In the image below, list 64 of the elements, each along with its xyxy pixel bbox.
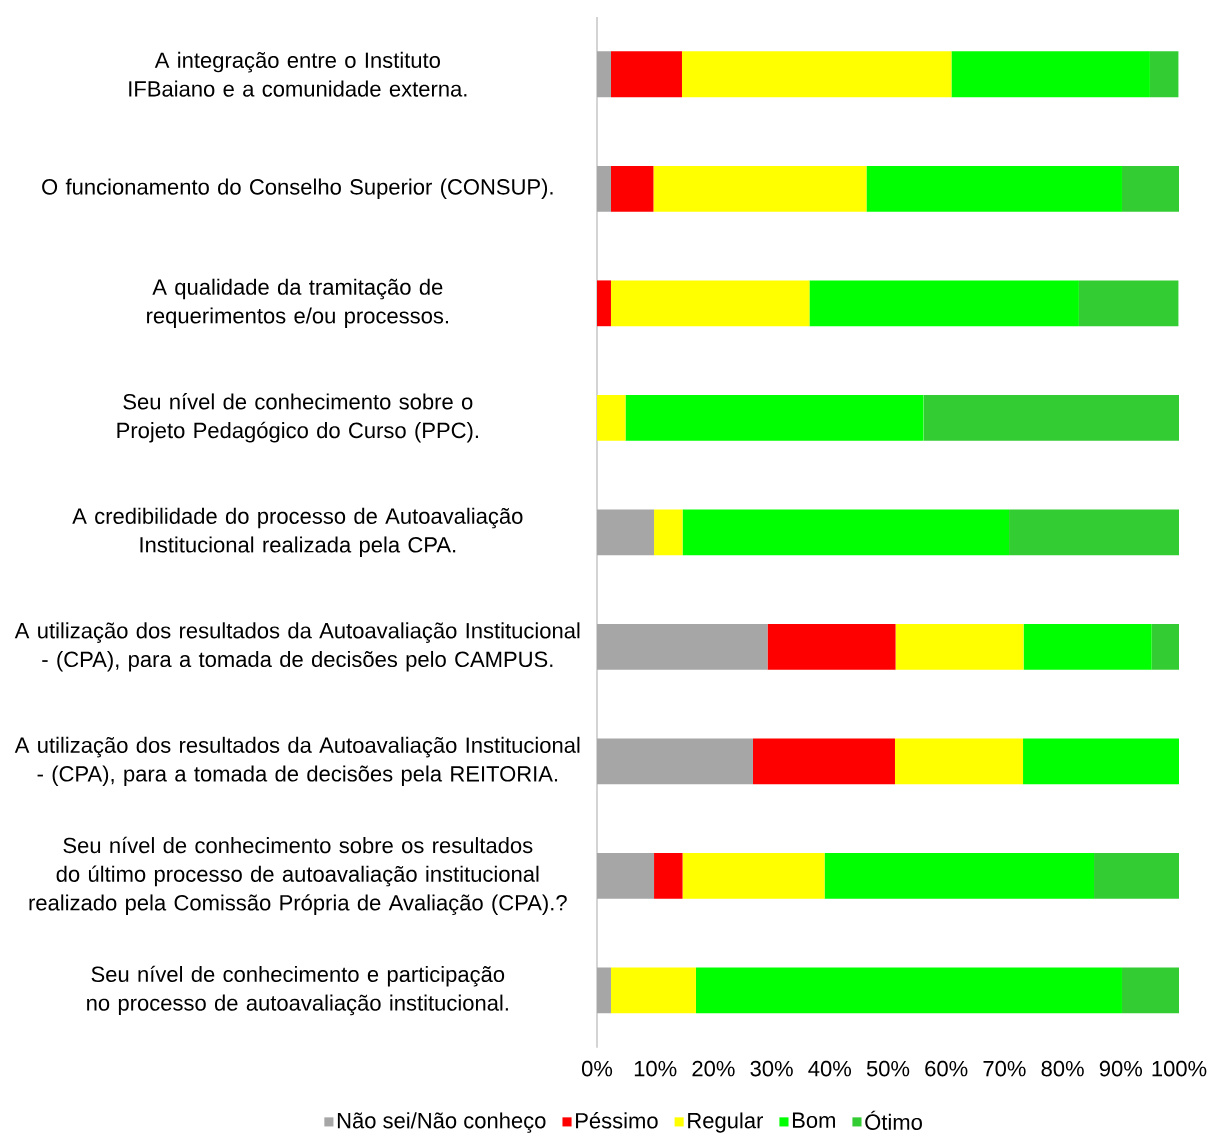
bar: [866, 165, 1122, 212]
bar: [824, 853, 1095, 899]
y-tick-label: A credibilidade do processo de Autoavaliação Institucional realizada pela CPA.: [72, 507, 523, 557]
bar: [597, 967, 611, 1014]
bar: [597, 853, 655, 899]
bar: [610, 280, 810, 327]
x-tick-label: 80%: [1041, 1060, 1084, 1077]
y-tick-label: Seu nível de conhecimento sobre os resultados do último processo de autoavaliação institucional realizado pela Comissão Própria de Avaliação (CPA).?: [29, 836, 567, 915]
bar: [895, 623, 1024, 670]
bar: [682, 509, 1010, 556]
bar: [610, 967, 696, 1014]
bar: [1121, 165, 1179, 212]
x-tick-label: 30%: [750, 1060, 793, 1077]
bar: [1009, 509, 1179, 556]
y-tick-label: Seu nível de conhecimento e participação no processo de autoavaliação institucional.: [87, 965, 508, 1016]
x-tick-label: 90%: [1099, 1060, 1143, 1077]
bar: [894, 738, 1024, 785]
y-tick-label: A integração entre o Instituto IFBaiano e a comunidade externa.: [129, 51, 467, 97]
bar: [809, 280, 1079, 327]
bar: [752, 738, 895, 785]
y-tick-label: A qualidade da tramitação de requerimentos e/ou processos.: [147, 278, 449, 328]
bar: [1149, 51, 1179, 98]
bar: [597, 509, 655, 556]
x-tick-label: 70%: [983, 1060, 1026, 1077]
legend-label: Ótimo: [865, 1110, 922, 1130]
bar: [695, 967, 1122, 1014]
x-tick-label: 40%: [808, 1060, 852, 1077]
x-tick-label: 20%: [692, 1060, 735, 1077]
bar: [653, 165, 867, 212]
y-tick-label: A utilização dos resultados da Autoavaliação Institucional - (CPA), para a tomada de decisões pelo CAMPUS.: [14, 622, 580, 672]
bar: [1121, 967, 1179, 1014]
bar: [654, 509, 683, 556]
y-tick-label: O funcionamento do Conselho Superior (CONSUP).: [42, 178, 553, 200]
x-tick-label: 0%: [581, 1060, 613, 1077]
bar: [610, 51, 682, 98]
bar: [597, 51, 611, 98]
x-tick-label: 10%: [634, 1060, 677, 1077]
y-tick-label: Seu nível de conhecimento sobre o Projeto Pedagógico do Curso (PPC).: [117, 393, 478, 443]
bar: [1151, 623, 1179, 670]
bar: [767, 623, 896, 670]
bar: [1023, 623, 1152, 670]
bar: [610, 165, 654, 212]
legend-label: Bom: [792, 1112, 835, 1128]
bar: [625, 394, 924, 441]
bar: [923, 394, 1179, 441]
legend-label: Não sei/Não conheço: [337, 1112, 546, 1133]
x-tick-label: 100%: [1152, 1060, 1207, 1077]
bar: [597, 738, 753, 785]
y-tick-label: A utilização dos resultados da Autoavaliação Institucional - (CPA), para a tomada de decisões pela REITORIA.: [14, 736, 580, 786]
bar: [654, 853, 683, 899]
bar: [1094, 853, 1179, 899]
bar: [597, 394, 626, 441]
bar: [597, 165, 611, 212]
legend-label: Regular: [688, 1112, 764, 1133]
legend-label: Péssimo: [576, 1112, 658, 1129]
x-tick-label: 50%: [866, 1060, 910, 1077]
bar: [1078, 280, 1179, 327]
bar: [597, 623, 768, 670]
bar: [1023, 738, 1179, 785]
bar: [682, 853, 825, 899]
bar: [597, 280, 611, 327]
x-tick-label: 60%: [925, 1060, 968, 1077]
bar: [681, 51, 952, 98]
bar: [951, 51, 1150, 98]
